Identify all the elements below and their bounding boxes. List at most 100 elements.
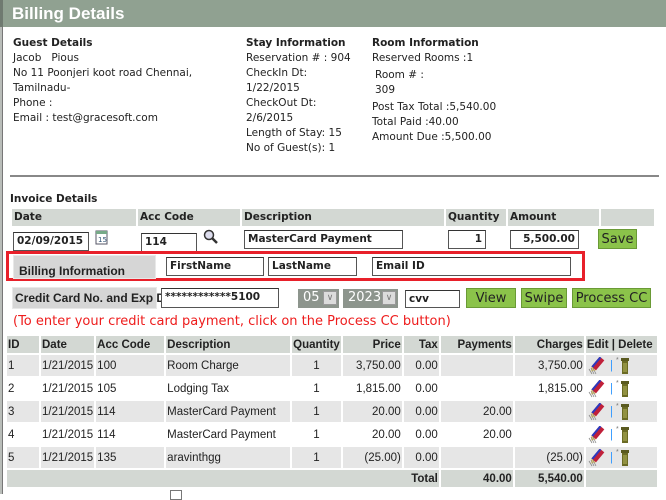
action-separator: | — [610, 405, 614, 418]
edit-icon[interactable] — [587, 402, 607, 421]
checkbox[interactable] — [170, 490, 182, 500]
billing-information-label: Billing Information — [13, 255, 156, 279]
edit-icon[interactable] — [587, 425, 607, 444]
svg-text:*: * — [616, 380, 619, 387]
credit-card-label: Credit Card No. and Exp Dt — [12, 287, 169, 309]
cell-date: 1/21/2015 — [41, 447, 95, 468]
cell-payments — [441, 378, 513, 399]
last-name-input[interactable]: LastName — [268, 257, 357, 276]
svg-text:*: * — [616, 403, 619, 410]
delete-icon[interactable]: * — [616, 425, 632, 445]
quantity-input[interactable]: 1 — [448, 230, 486, 249]
table-row: 4 1/21/2015 114 MasterCard Payment 1 20.00 0.0… — [7, 424, 657, 445]
svg-text:*: * — [616, 449, 619, 456]
action-separator: | — [610, 359, 614, 372]
calendar-icon[interactable]: 15 — [94, 229, 109, 246]
charges-table: ID Date Acc Code Description Quantity Pr… — [5, 334, 659, 489]
delete-icon[interactable]: * — [616, 356, 632, 376]
cell-id: 5 — [7, 447, 39, 468]
first-name-input[interactable]: FirstName — [166, 257, 264, 276]
amount-due: Amount Due :5,500.00 — [372, 131, 492, 143]
total-charges: 5,540.00 — [514, 470, 584, 487]
exp-month-select[interactable]: 05 ∨ — [298, 289, 339, 308]
delete-icon[interactable]: * — [616, 379, 632, 399]
date-input[interactable]: 02/09/2015 — [13, 232, 89, 251]
process-cc-button[interactable]: Process CC — [572, 288, 651, 308]
col-quantity: Quantity — [292, 336, 341, 353]
guest-name: Jacob Pious — [13, 52, 79, 64]
guest-address: No 11 Poonjeri koot road Chennai, — [13, 67, 193, 79]
exp-year-value: 2023 — [348, 290, 382, 305]
cell-acc: 135 — [96, 447, 165, 468]
billing-information-highlight — [6, 251, 585, 281]
reservation-number: Reservation # : 904 — [246, 52, 351, 64]
blank-header — [601, 209, 654, 226]
amount-input[interactable]: 5,500.00 — [510, 230, 579, 249]
stay-heading: Stay Information — [246, 37, 346, 49]
cell-desc: Lodging Tax — [167, 382, 229, 395]
cell-tax: 0.00 — [403, 401, 439, 422]
cell-id: 1 — [7, 355, 39, 376]
cell-qty: 1 — [313, 428, 320, 441]
instruction-note: (To enter your credit card payment, clic… — [13, 314, 451, 329]
cell-id: 3 — [7, 401, 39, 422]
left-border — [0, 27, 3, 494]
acc-code-input[interactable]: 114 — [141, 233, 197, 252]
cell-charges: (25.00) — [514, 447, 584, 468]
checkout-label: CheckOut Dt: — [246, 97, 317, 109]
save-button[interactable]: Save — [598, 229, 637, 249]
total-paid: Total Paid :40.00 — [372, 116, 459, 128]
cell-price: (25.00) — [342, 447, 402, 468]
total-blank — [585, 470, 657, 487]
guest-state: Tamilnadu- — [13, 82, 71, 94]
table-row: 3 1/21/2015 114 MasterCard Payment 1 20.00 0.0… — [7, 401, 657, 422]
exp-year-select[interactable]: 2023 ∨ — [343, 289, 398, 308]
checkin-label: CheckIn Dt: — [246, 67, 308, 79]
total-label: Total — [7, 470, 439, 487]
cell-qty: 1 — [313, 382, 320, 395]
cell-payments — [440, 447, 513, 468]
guest-count: No of Guest(s): 1 — [246, 142, 336, 154]
total-row: Total 40.00 5,540.00 — [7, 470, 657, 487]
cell-payments — [440, 355, 513, 376]
description-input[interactable]: MasterCard Payment — [244, 230, 403, 249]
exp-month-value: 05 — [303, 290, 320, 305]
delete-icon[interactable]: * — [616, 448, 632, 468]
cell-price: 3,750.00 — [342, 355, 402, 376]
card-number-input[interactable]: ************5100 — [161, 288, 279, 308]
cell-charges: 1,815.00 — [538, 382, 583, 395]
action-separator: | — [610, 451, 614, 464]
cell-date: 1/21/2015 — [41, 401, 95, 422]
cell-acc: 114 — [97, 428, 116, 441]
cell-desc: aravinthgg — [166, 447, 291, 468]
email-input[interactable]: Email ID — [372, 257, 571, 276]
edit-icon[interactable] — [587, 448, 607, 467]
length-of-stay: Length of Stay: 15 — [246, 127, 342, 139]
table-row: 1 1/21/2015 100 Room Charge 1 3,750.00 0.00 3,7… — [7, 355, 657, 376]
view-button[interactable]: View — [466, 288, 516, 308]
magnifier-icon[interactable] — [203, 229, 219, 245]
col-acc-code: Acc Code — [96, 336, 165, 353]
cell-qty: 1 — [292, 355, 341, 376]
col-edit-delete: Edit | Delete — [585, 336, 657, 353]
edit-icon[interactable] — [587, 356, 607, 375]
col-description: Description — [166, 336, 291, 353]
chevron-down-icon: ∨ — [382, 291, 396, 305]
cell-charges — [514, 401, 584, 422]
guest-phone: Phone : — [13, 97, 53, 109]
checkout-date: 2/6/2015 — [246, 112, 294, 124]
cell-tax: 0.00 — [415, 428, 438, 441]
cell-desc: Room Charge — [166, 355, 291, 376]
cell-desc: MasterCard Payment — [166, 401, 291, 422]
page-title: Billing Details — [12, 4, 125, 23]
cell-id: 2 — [8, 382, 15, 395]
col-tax: Tax — [403, 336, 439, 353]
checkin-date: 1/22/2015 — [246, 82, 300, 94]
title-bar: Billing Details — [0, 0, 666, 27]
edit-icon[interactable] — [587, 379, 607, 398]
cell-price: 20.00 — [342, 401, 402, 422]
swipe-button[interactable]: Swipe — [521, 288, 567, 308]
delete-icon[interactable]: * — [616, 402, 632, 422]
cvv-input[interactable]: cvv — [405, 290, 460, 308]
room-label: Room # : — [375, 69, 424, 81]
